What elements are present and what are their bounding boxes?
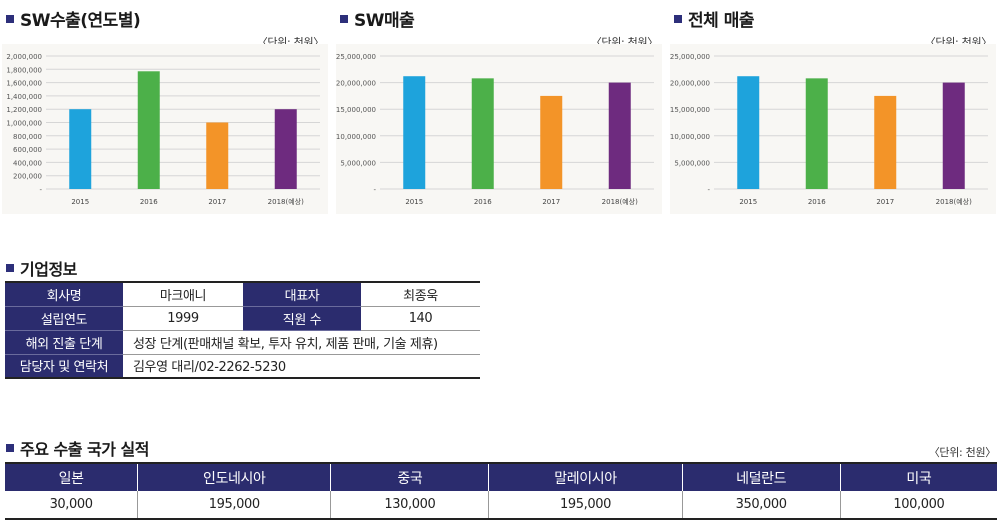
table-row: 30,000 195,000 130,000 195,000 350,000 100,00… — [5, 491, 997, 520]
bar-2018(예상) — [942, 82, 965, 189]
y-tick-label: - — [39, 186, 42, 194]
bullet-icon — [6, 14, 14, 23]
bar-2017 — [540, 95, 563, 189]
table-row: 담당자 및 연락처 김우영 대리/02-2262-5230 — [5, 354, 480, 379]
y-tick-label: 1,600,000 — [6, 80, 42, 88]
chart-title: SW매출 — [340, 6, 415, 31]
y-tick-label: 1,400,000 — [6, 93, 42, 101]
x-tick-label: 2015 — [405, 198, 423, 206]
column-header: 중국 — [330, 462, 490, 491]
chart-background — [670, 44, 996, 214]
x-tick-label: 2017 — [208, 198, 226, 206]
bullet-icon — [674, 14, 682, 23]
y-tick-label: 5,000,000 — [340, 159, 376, 167]
y-tick-label: 2,000,000 — [6, 53, 42, 61]
y-tick-label: 400,000 — [13, 159, 42, 167]
bar-2015 — [69, 109, 92, 189]
table-row: 해외 진출 단계 성장 단계(판매채널 확보, 투자 유치, 제품 판매, 기술… — [5, 330, 480, 355]
chart-background — [336, 44, 662, 214]
bullet-icon — [340, 14, 348, 23]
export-value-cell: 30,000 — [5, 491, 139, 520]
chart-total-sales: 전체 매출 〈단위: 천원〉 -5,000,000 10,000,000 15,00… — [670, 6, 996, 214]
company-info-table: 회사명 마크애니 대표자 최종욱 설립연도 1999 직원 수 140 해외 진… — [5, 281, 480, 379]
y-tick-label: 15,000,000 — [670, 106, 710, 114]
bar-2017 — [874, 95, 897, 189]
y-tick-label: 5,000,000 — [674, 159, 710, 167]
contact-value: 김우영 대리/02-2262-5230 — [123, 354, 480, 379]
x-tick-label: 2016 — [140, 198, 158, 206]
bar-2016 — [805, 78, 828, 189]
chart-background — [2, 44, 328, 214]
table-row: 설립연도 1999 직원 수 140 — [5, 306, 480, 331]
unit-label: 〈단위: 천원〉 — [928, 446, 997, 459]
chart-sw-export: SW수출(연도별) 〈단위: 천원〉 -200,000 400,000 600,00… — [2, 6, 328, 214]
y-tick-label: 25,000,000 — [670, 53, 710, 61]
company-name-label: 회사명 — [5, 281, 123, 307]
x-tick-label: 2015 — [71, 198, 89, 206]
bar-2015 — [737, 76, 760, 189]
bullet-icon — [6, 444, 14, 452]
column-header: 인도네시아 — [137, 462, 332, 491]
bullet-icon — [6, 264, 14, 272]
chart-title: 전체 매출 — [674, 6, 754, 31]
table-row: 회사명 마크애니 대표자 최종욱 — [5, 281, 480, 307]
bar-2016 — [471, 78, 494, 189]
bar-2016 — [137, 71, 160, 189]
column-header: 말레이시아 — [488, 462, 683, 491]
column-header: 미국 — [840, 462, 997, 491]
exports-table: 일본 인도네시아 중국 말레이시아 네덜란드 미국 30,000 195,000 130,00… — [5, 462, 997, 520]
stage-value: 성장 단계(판매채널 확보, 투자 유치, 제품 판매, 기술 제휴) — [123, 330, 480, 355]
bar-chart: - 5,000,000 10,000,000 15,000,000 20,000,000… — [336, 53, 654, 206]
ceo-label: 대표자 — [243, 281, 361, 307]
ceo-value: 최종욱 — [361, 281, 480, 307]
bar-chart: - 5,000,000 10,000,000 15,000,000 20,000,000… — [670, 53, 988, 206]
x-tick-label: 2017 — [876, 198, 894, 206]
column-header: 네덜란드 — [682, 462, 841, 491]
table-header-row: 일본 인도네시아 중국 말레이시아 네덜란드 미국 — [5, 462, 997, 491]
y-tick-label: 15,000,000 — [336, 106, 376, 114]
stage-label: 해외 진출 단계 — [5, 330, 123, 355]
y-tick-label: 600,000 — [13, 146, 42, 154]
exports-section-title: 주요 수출 국가 실적 — [6, 436, 149, 460]
employees-label: 직원 수 — [243, 306, 361, 331]
export-value-cell: 350,000 — [682, 491, 841, 520]
company-section-title: 기업정보 — [6, 256, 77, 280]
y-tick-label: 10,000,000 — [670, 133, 710, 141]
y-tick-label: 1,200,000 — [6, 106, 42, 114]
company-name-value: 마크애니 — [123, 281, 243, 307]
x-tick-label: 2015 — [739, 198, 757, 206]
y-tick-label: 1,800,000 — [6, 66, 42, 74]
chart-sw-sales: SW매출 〈단위: 천원〉 -5,000,000 10,000,000 15,000… — [336, 6, 662, 214]
column-header: 일본 — [5, 462, 139, 491]
export-value-cell: 130,000 — [330, 491, 490, 520]
y-tick-label: 1,000,000 — [6, 120, 42, 128]
y-tick-label: 800,000 — [13, 133, 42, 141]
y-tick-label: 200,000 — [13, 173, 42, 181]
founded-value: 1999 — [123, 306, 243, 331]
export-value-cell: 100,000 — [840, 491, 997, 520]
bar-2018(예상) — [608, 82, 631, 189]
y-tick-label: 25,000,000 — [336, 53, 376, 61]
y-tick-label: 20,000,000 — [670, 80, 710, 88]
founded-label: 설립연도 — [5, 306, 123, 331]
bar-chart: - 200,000 400,000 600,000 800,000 1,000,000 1,… — [6, 53, 320, 206]
y-tick-label: 20,000,000 — [336, 80, 376, 88]
x-tick-label: 2016 — [808, 198, 826, 206]
x-tick-label: 2016 — [474, 198, 492, 206]
bar-2017 — [206, 122, 229, 189]
contact-label: 담당자 및 연락처 — [5, 354, 123, 379]
y-tick-label: 10,000,000 — [336, 133, 376, 141]
employees-value: 140 — [361, 306, 480, 331]
x-tick-label: 2017 — [542, 198, 560, 206]
x-tick-label: 2018(예상) — [936, 197, 972, 206]
chart-title: SW수출(연도별) — [6, 6, 141, 31]
x-tick-label: 2018(예상) — [602, 197, 638, 206]
y-tick-label: - — [373, 186, 376, 194]
y-tick-label: - — [707, 186, 710, 194]
bar-2018(예상) — [274, 109, 297, 189]
export-value-cell: 195,000 — [137, 491, 332, 520]
x-tick-label: 2018(예상) — [268, 197, 304, 206]
bar-2015 — [403, 76, 426, 189]
export-value-cell: 195,000 — [488, 491, 683, 520]
